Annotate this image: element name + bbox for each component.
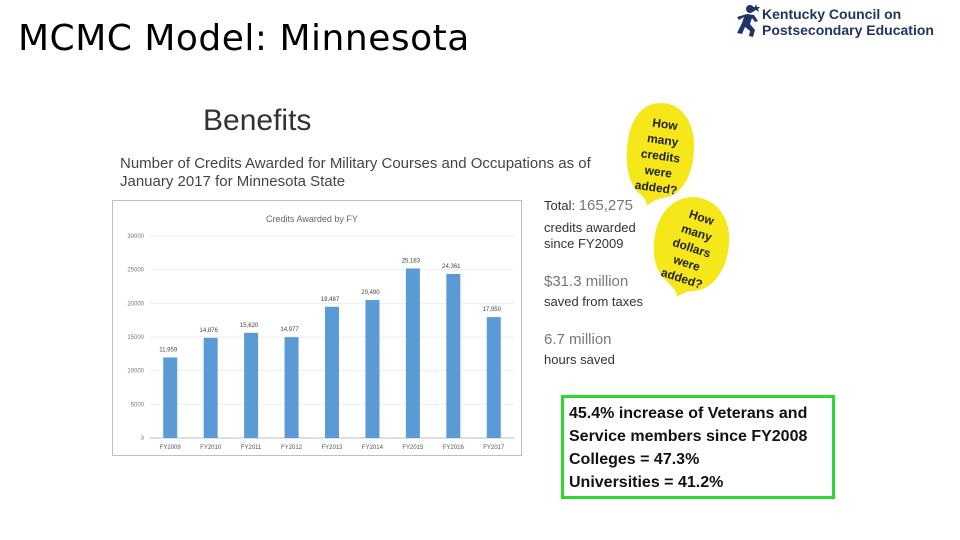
- y-tick-label: 5000: [131, 402, 145, 408]
- bar-fy2016: [446, 273, 461, 438]
- hours-value: 6.7 million: [544, 332, 612, 348]
- bar-fy2010: [203, 337, 218, 438]
- chart-heading-line-2: January 2017 for Minnesota State: [120, 173, 346, 190]
- x-tick-label: FY2010: [200, 445, 222, 451]
- total-label: Total:: [544, 198, 576, 213]
- data-label: 15,620: [240, 323, 259, 329]
- runner-icon: [737, 4, 760, 37]
- chart-title: Credits Awarded by FY: [266, 214, 358, 224]
- benefits-heading: Benefits: [203, 104, 312, 137]
- y-tick-label: 30000: [127, 234, 144, 240]
- credits-question-bubble: How many credits were added?: [624, 100, 697, 210]
- bar-fy2011: [244, 332, 259, 438]
- money-value-text: $31.3 million: [544, 273, 629, 290]
- highlight-line-3: Colleges = 47.3%: [569, 451, 700, 468]
- y-tick-label: 0: [141, 436, 145, 442]
- data-label: 17,950: [483, 307, 502, 313]
- bar-fy2012: [284, 337, 299, 438]
- credits-bubble-line-2: many: [646, 131, 679, 149]
- bar-fy2017: [486, 317, 501, 438]
- bar-fy2009: [163, 357, 178, 438]
- y-tick-label: 20000: [127, 301, 144, 307]
- x-tick-label: FY2009: [160, 445, 182, 451]
- credits-bubble-line-5: added?: [634, 178, 678, 198]
- chart-heading: Number of Credits Awarded for Military C…: [120, 155, 640, 191]
- credits-bubble-line-4: were: [643, 163, 673, 181]
- slide-title: MCMC Model: Minnesota: [18, 18, 470, 59]
- data-label: 19,487: [321, 297, 340, 303]
- logo-line-1: Kentucky Council on: [762, 6, 902, 22]
- total-value: 165,275: [578, 197, 633, 214]
- hours-value-text: 6.7 million: [544, 331, 612, 348]
- money-desc: saved from taxes: [544, 294, 643, 309]
- bar-fy2013: [325, 306, 339, 438]
- hours-desc: hours saved: [544, 352, 615, 367]
- money-value: $31.3 million: [544, 274, 628, 290]
- highlight-line-2: Service members since FY2008: [569, 428, 808, 445]
- credits-chart-svg: Credits Awarded by FY 0 5000 10000 15000 200…: [112, 200, 522, 456]
- x-tick-label: FY2013: [321, 445, 343, 451]
- highlight-line-1: 45.4% increase of Veterans and: [569, 405, 808, 422]
- data-label: 25,183: [402, 258, 421, 264]
- credits-bubble-shape: [624, 100, 697, 210]
- y-tick-label: 25000: [127, 268, 144, 274]
- data-label: 14,876: [199, 328, 218, 334]
- y-tick-label: 15000: [127, 335, 144, 341]
- data-label: 20,490: [361, 290, 380, 296]
- x-tick-label: FY2016: [443, 445, 465, 451]
- total-desc-1: credits awarded: [544, 220, 636, 235]
- credits-bubble-line-1: How: [652, 116, 680, 133]
- x-tick-label: FY2011: [241, 445, 262, 451]
- bar-fy2015: [405, 268, 420, 438]
- credits-chart: Credits Awarded by FY 0 5000 10000 15000 200…: [112, 200, 522, 456]
- data-label: 14,977: [280, 327, 299, 333]
- data-label: 24,361: [442, 264, 461, 270]
- logo-line-2: Postsecondary Education: [762, 22, 934, 38]
- logo-text: Kentucky Council on Postsecondary Educat…: [762, 6, 934, 38]
- chart-heading-line-1: Number of Credits Awarded for Military C…: [120, 155, 591, 172]
- data-label: 11,959: [159, 347, 178, 353]
- x-tick-label: FY2012: [281, 445, 303, 451]
- highlight-line-4: Universities = 41.2%: [569, 474, 724, 491]
- dollars-bubble-shape: [651, 194, 732, 300]
- dollars-question-bubble: How many dollars were added?: [651, 194, 732, 300]
- total-desc-2: since FY2009: [544, 236, 624, 251]
- y-tick-label: 10000: [127, 369, 144, 375]
- x-tick-label: FY2017: [483, 445, 505, 451]
- x-tick-label: FY2015: [402, 445, 424, 451]
- veterans-highlight-box: 45.4% increase of Veterans and Service m…: [561, 395, 835, 499]
- kcpe-logo: Kentucky Council on Postsecondary Educat…: [734, 4, 960, 42]
- x-tick-label: FY2014: [362, 445, 384, 451]
- credits-bubble-line-3: credits: [640, 146, 681, 165]
- total-stat: Total: 165,275: [544, 198, 633, 214]
- bar-fy2014: [365, 300, 380, 438]
